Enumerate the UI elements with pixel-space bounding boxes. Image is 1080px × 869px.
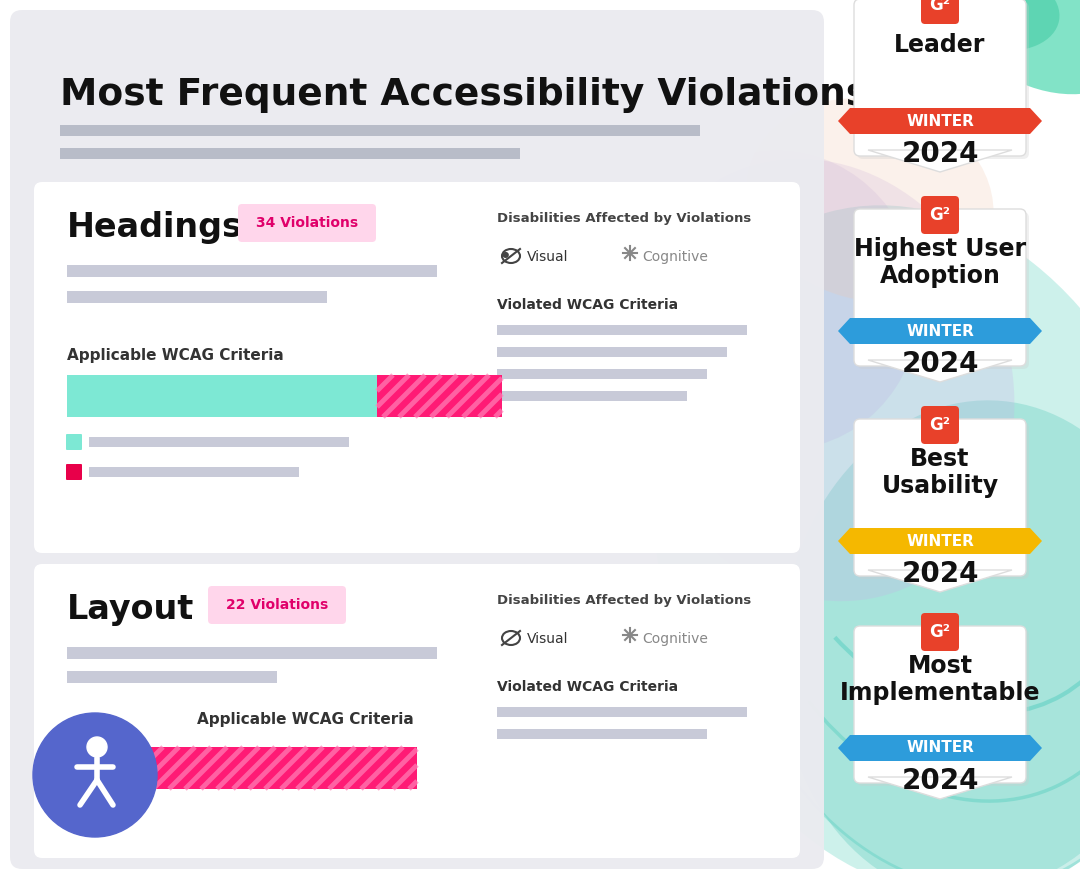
FancyBboxPatch shape xyxy=(33,564,800,858)
FancyBboxPatch shape xyxy=(67,291,327,303)
Text: G²: G² xyxy=(930,416,950,434)
Ellipse shape xyxy=(780,401,1080,869)
FancyBboxPatch shape xyxy=(921,0,959,24)
Polygon shape xyxy=(838,528,850,554)
Ellipse shape xyxy=(941,0,1059,50)
FancyBboxPatch shape xyxy=(67,671,276,683)
Polygon shape xyxy=(868,360,1012,382)
Text: 22 Violations: 22 Violations xyxy=(226,598,328,612)
Text: Applicable WCAG Criteria: Applicable WCAG Criteria xyxy=(67,348,284,363)
FancyBboxPatch shape xyxy=(10,10,824,869)
FancyBboxPatch shape xyxy=(854,626,1026,783)
FancyBboxPatch shape xyxy=(921,196,959,234)
Text: G²: G² xyxy=(930,206,950,224)
Polygon shape xyxy=(868,777,1012,799)
Polygon shape xyxy=(868,570,1012,592)
Polygon shape xyxy=(838,735,850,761)
Text: Headings: Headings xyxy=(67,211,243,244)
FancyBboxPatch shape xyxy=(66,434,82,450)
FancyBboxPatch shape xyxy=(858,212,1029,369)
Ellipse shape xyxy=(963,0,1080,94)
FancyBboxPatch shape xyxy=(67,647,437,659)
Polygon shape xyxy=(838,108,850,134)
Text: Most
Implementable: Most Implementable xyxy=(840,654,1040,705)
Text: Visual: Visual xyxy=(527,632,568,646)
Ellipse shape xyxy=(625,159,1014,601)
Text: Disabilities Affected by Violations: Disabilities Affected by Violations xyxy=(497,212,752,225)
FancyBboxPatch shape xyxy=(850,735,1030,761)
Polygon shape xyxy=(1030,528,1042,554)
FancyBboxPatch shape xyxy=(66,464,82,480)
FancyBboxPatch shape xyxy=(850,318,1030,344)
Text: 2024: 2024 xyxy=(901,140,978,168)
Text: Violated WCAG Criteria: Violated WCAG Criteria xyxy=(497,298,678,312)
FancyBboxPatch shape xyxy=(89,467,299,477)
Text: WINTER: WINTER xyxy=(906,323,974,339)
FancyBboxPatch shape xyxy=(33,182,800,553)
Text: Highest User
Adoption: Highest User Adoption xyxy=(854,237,1026,288)
FancyBboxPatch shape xyxy=(854,0,1026,156)
FancyBboxPatch shape xyxy=(67,747,417,789)
Ellipse shape xyxy=(746,98,994,302)
FancyBboxPatch shape xyxy=(60,148,519,159)
FancyBboxPatch shape xyxy=(858,629,1029,786)
Circle shape xyxy=(33,713,157,837)
FancyBboxPatch shape xyxy=(238,204,376,242)
Polygon shape xyxy=(1030,318,1042,344)
FancyBboxPatch shape xyxy=(497,347,727,357)
Text: 34 Violations: 34 Violations xyxy=(256,216,359,230)
Polygon shape xyxy=(1030,735,1042,761)
FancyBboxPatch shape xyxy=(854,419,1026,576)
Text: Cognitive: Cognitive xyxy=(642,632,707,646)
Text: Disabilities Affected by Violations: Disabilities Affected by Violations xyxy=(497,594,752,607)
FancyBboxPatch shape xyxy=(377,375,502,417)
Text: G²: G² xyxy=(930,0,950,14)
FancyBboxPatch shape xyxy=(850,108,1030,134)
Text: Layout: Layout xyxy=(67,594,194,627)
Text: 2024: 2024 xyxy=(901,560,978,588)
FancyBboxPatch shape xyxy=(89,437,349,447)
Polygon shape xyxy=(868,150,1012,172)
Circle shape xyxy=(87,737,107,757)
Text: G²: G² xyxy=(930,623,950,641)
Text: WINTER: WINTER xyxy=(906,114,974,129)
FancyBboxPatch shape xyxy=(497,729,707,739)
FancyBboxPatch shape xyxy=(497,369,707,379)
Text: Most Frequent Accessibility Violations: Most Frequent Accessibility Violations xyxy=(60,77,868,113)
Text: WINTER: WINTER xyxy=(906,534,974,548)
Text: Cognitive: Cognitive xyxy=(642,250,707,264)
FancyBboxPatch shape xyxy=(67,265,437,277)
FancyBboxPatch shape xyxy=(921,406,959,444)
Ellipse shape xyxy=(639,150,920,450)
Text: WINTER: WINTER xyxy=(906,740,974,755)
FancyBboxPatch shape xyxy=(497,707,747,717)
Text: Violated WCAG Criteria: Violated WCAG Criteria xyxy=(497,680,678,694)
Text: 2024: 2024 xyxy=(901,350,978,378)
FancyBboxPatch shape xyxy=(208,586,346,624)
Text: Best
Usability: Best Usability xyxy=(881,447,999,498)
Text: Applicable WCAG Criteria: Applicable WCAG Criteria xyxy=(197,712,414,727)
FancyBboxPatch shape xyxy=(497,391,687,401)
Polygon shape xyxy=(1030,108,1042,134)
FancyBboxPatch shape xyxy=(497,325,747,335)
FancyBboxPatch shape xyxy=(858,2,1029,159)
FancyBboxPatch shape xyxy=(67,375,377,417)
FancyBboxPatch shape xyxy=(850,528,1030,554)
FancyBboxPatch shape xyxy=(854,209,1026,366)
Ellipse shape xyxy=(653,205,1080,869)
Text: Leader: Leader xyxy=(894,33,986,57)
FancyBboxPatch shape xyxy=(921,613,959,651)
Polygon shape xyxy=(838,318,850,344)
Text: Visual: Visual xyxy=(527,250,568,264)
Text: 2024: 2024 xyxy=(901,767,978,795)
FancyBboxPatch shape xyxy=(858,422,1029,579)
Text: ●: ● xyxy=(502,250,510,259)
FancyBboxPatch shape xyxy=(60,125,700,136)
